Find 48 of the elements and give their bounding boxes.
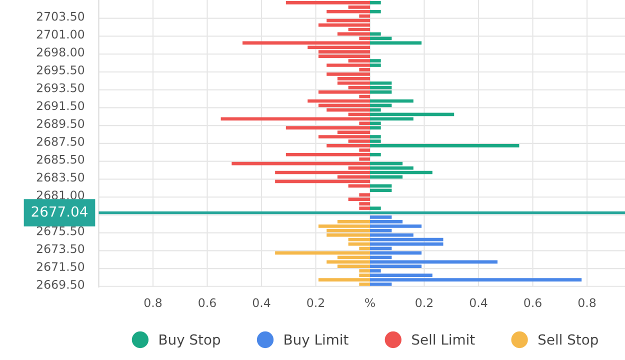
bar [242, 41, 370, 45]
x-tick-label: 0.2 [307, 298, 324, 308]
bar [326, 233, 370, 237]
y-tick-label: 2669.50 [36, 280, 84, 289]
y-tick-label: 2693.50 [36, 83, 84, 92]
legend-label: Buy Limit [284, 334, 348, 348]
bar [370, 170, 432, 174]
bar [370, 1, 381, 4]
bar [370, 206, 381, 210]
bar [275, 170, 370, 174]
y-tick-label: 2703.50 [36, 12, 84, 21]
x-tick-label: 0.8 [578, 298, 596, 308]
x-tick-label: 0.4 [252, 298, 270, 308]
x-tick-label: 0.4 [470, 298, 488, 308]
y-tick-label: 2698.00 [36, 48, 84, 56]
x-tick-label: 0.8 [144, 298, 162, 308]
y-tick-label: 2689.50 [36, 119, 84, 128]
legend-label: Buy Stop [160, 334, 220, 348]
x-tick-label: 0.2 [416, 298, 432, 308]
y-tick-label: 2677.04 [32, 206, 88, 217]
y-tick-label: 2687.50 [36, 136, 84, 146]
bar [370, 10, 381, 14]
bar [370, 238, 444, 242]
y-tick-label: 2683.50 [36, 172, 84, 182]
bar [370, 152, 381, 156]
x-tick-label: % [365, 298, 375, 308]
legend-label: Sell Limit [412, 334, 475, 345]
bar [275, 251, 370, 255]
bar [370, 184, 392, 188]
y-tick-label: 2671.50 [36, 262, 84, 272]
x-tick-label: 0.6 [198, 298, 216, 308]
x-tick-label: 0.6 [524, 298, 542, 308]
bar [370, 86, 392, 90]
y-tick-label: 2701.00 [36, 30, 84, 39]
y-tick-label: 2695.50 [36, 65, 84, 74]
y-tick-label: 2681.00 [36, 190, 84, 200]
bar [275, 180, 370, 184]
y-tick-label: 2673.50 [36, 244, 84, 254]
bar [370, 112, 454, 116]
bar [232, 162, 370, 166]
bar [370, 41, 422, 45]
y-tick-label: 2685.50 [36, 154, 84, 164]
bar [370, 242, 444, 246]
bar [370, 99, 414, 103]
y-tick-label: 2675.50 [36, 226, 84, 236]
y-tick-label: 2691.50 [36, 101, 84, 110]
legend-label: Sell Stop [538, 334, 598, 348]
bar [308, 99, 370, 103]
